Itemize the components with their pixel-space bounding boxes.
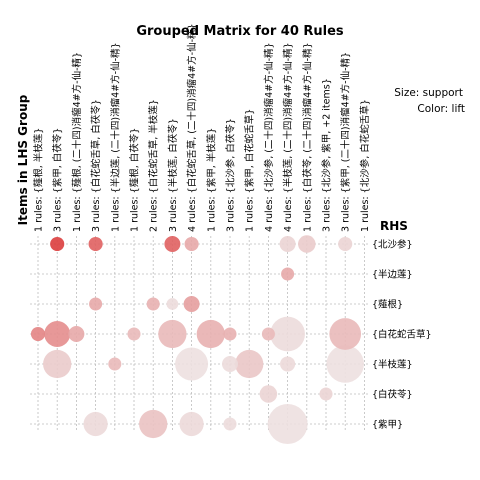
y-axis-title: RHS [380,219,408,233]
rule-bubble [83,411,108,437]
rhs-item-label: {紫甲} [372,420,403,431]
lhs-group-labels: 1 rules: {薤根, 半枝莲} 3 rules: {紫甲, 白茯苓} 1 ru… [33,23,371,232]
rule-bubble [139,409,168,439]
rule-bubble [298,235,316,253]
lhs-group-label: 1 rules: {紫甲, 白花蛇舌草} [244,109,256,232]
lhs-group-label: 3 rules: {紫甲, (二十四)消瘤4#方-仙-精} [340,52,352,232]
rule-bubble [235,349,264,379]
rule-bubble [146,297,160,311]
lhs-group-label: 1 rules: {北沙参, 白花蛇舌草} [359,99,371,232]
lhs-group-label: 2 rules: {白花蛇舌草, 半枝莲} [148,99,160,232]
rhs-item-label: {白花蛇舌草} [372,329,432,341]
rhs-item-label: {薤根} [372,299,403,311]
rule-bubble [68,326,85,342]
rule-bubble [223,327,237,341]
rule-bubble [89,297,103,311]
lhs-group-label: 1 rules: {白茯苓, (二十四)消瘤4#方-仙-精} [301,42,313,232]
lhs-group-label: 3 rules: {北沙参, 白茯苓} [225,118,237,232]
lhs-group-label: 4 rules: {白花蛇舌草, (二十四)消瘤4#方-仙-精} [186,23,198,232]
rule-bubble [326,345,364,383]
rule-bubble [259,385,278,403]
lhs-group-label: 3 rules: {北沙参, 紫甲, +2 items} [321,78,333,232]
rule-bubble [338,236,353,252]
legend-color: Color: lift [417,103,465,115]
rule-bubble [44,321,71,347]
lhs-group-label: 1 rules: {半边莲, (二十四)消瘤4#方-仙-精} [109,42,121,232]
lhs-group-label: 4 rules: {北沙参, (二十四)消瘤4#方-仙-精} [263,42,275,232]
rule-bubble [281,267,295,281]
rule-bubble [319,387,333,401]
bubbles [30,235,364,444]
rule-bubble [222,356,238,372]
rule-bubble [329,318,362,350]
chart-title: Grouped Matrix for 40 Rules [136,24,344,39]
x-axis-title: Items in LHS Group [16,94,30,225]
rule-bubble [280,356,296,372]
rhs-item-label: {半枝莲} [372,359,413,371]
lhs-group-label: 1 rules: {薤根, 半枝莲} [33,128,45,232]
lhs-group-label: 1 rules: {紫甲, 半枝莲} [205,128,217,232]
rule-bubble [270,316,305,352]
rule-bubble [184,236,199,252]
rule-bubble [196,319,225,349]
rule-bubble [88,236,103,252]
lhs-group-label: 3 rules: {半枝莲, 白茯苓} [167,118,179,232]
rhs-item-labels: {北沙参} {半边莲} {薤根} {白花蛇舌草} {半枝莲} {白茯苓} {紫甲} [372,239,432,431]
rule-bubble [179,411,204,437]
rule-bubble [43,349,72,379]
rule-bubble [267,404,308,444]
rule-bubble [183,296,200,312]
lhs-group-label: 3 rules: {紫甲, 白茯苓} [52,128,64,232]
lhs-group-label: 4 rules: {半枝莲, (二十四)消瘤4#方-仙-精} [282,42,294,232]
legend-size: Size: support [394,87,463,99]
rule-bubble [166,298,179,310]
rule-bubble [223,417,237,431]
rule-bubble [175,347,209,381]
lhs-group-label: 3 rules: {白花蛇舌草, 白茯苓} [90,99,102,232]
rule-bubble [127,327,141,341]
rule-bubble [108,357,122,371]
rhs-item-label: {白茯苓} [372,389,413,401]
rule-bubble [164,236,181,252]
rule-bubble [158,319,187,349]
rhs-item-label: {北沙参} [372,239,413,251]
rule-bubble [50,236,65,252]
lhs-group-label: 1 rules: {薤根, (二十四)消瘤4#方-仙-精} [71,52,83,232]
rule-bubble [30,326,46,342]
rhs-item-label: {半边莲} [372,269,413,281]
rule-bubble [279,236,296,252]
lhs-group-label: 1 rules: {薤根, 白茯苓} [129,128,141,232]
rule-bubble [261,327,275,341]
